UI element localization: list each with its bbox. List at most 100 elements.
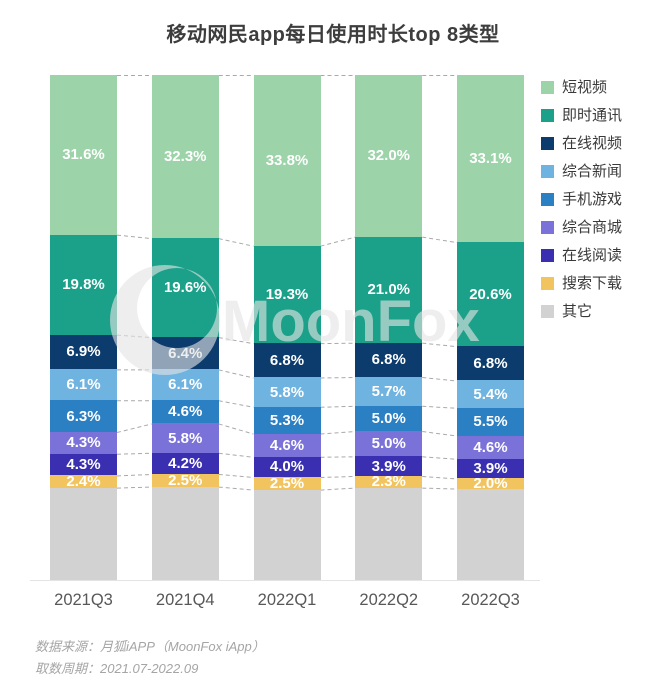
segment-value-label: 6.1% [66, 376, 101, 394]
legend-item-在线视频: 在线视频 [541, 136, 622, 151]
legend-label: 综合商城 [562, 219, 623, 236]
connector-line [320, 236, 356, 247]
segment-value-label: 5.8% [168, 429, 203, 447]
connector-line [116, 473, 152, 477]
segment-value-label: 4.6% [473, 438, 508, 456]
legend-swatch-icon [541, 305, 554, 318]
segment-value-label: 6.4% [168, 344, 203, 362]
connector-line [422, 456, 458, 460]
segment-value-label: 5.8% [269, 383, 305, 401]
connector-line [116, 452, 152, 455]
bar-2022Q1: 33.8% 19.3% 6.8% 5.8% 5.3% 4.6% 4.0% 2.5% [253, 75, 321, 580]
segment-value-label: 2.5% [168, 471, 203, 489]
segment-value-label: 19.6% [163, 279, 207, 297]
connector-line [116, 234, 152, 240]
connector-line [218, 423, 254, 435]
legend-swatch-icon [541, 193, 554, 206]
segment-value-label: 5.5% [473, 413, 508, 431]
legend-item-其它: 其它 [541, 304, 622, 319]
segment-在线阅读: 4.3% [50, 453, 117, 476]
segment-value-label: 4.2% [168, 454, 203, 472]
segment-在线阅读: 4.0% [253, 456, 321, 477]
segment-综合商城: 4.6% [253, 433, 321, 457]
segment-value-label: 32.3% [163, 148, 207, 166]
legend-swatch-icon [541, 221, 554, 234]
legend-item-在线阅读: 在线阅读 [541, 248, 622, 263]
segment-value-label: 6.8% [473, 354, 508, 372]
legend-label: 在线视频 [562, 135, 623, 152]
segment-手机游戏: 5.5% [457, 407, 524, 436]
segment-综合商城: 5.8% [151, 423, 219, 453]
connector-line [218, 337, 254, 345]
segment-搜索下载: 2.0% [457, 475, 524, 492]
segment-value-label: 4.0% [269, 458, 305, 476]
segment-在线阅读: 4.2% [151, 452, 219, 474]
connector-line [320, 405, 356, 408]
chart-legend: 短视频 即时通讯 在线视频 综合新闻 手机游戏 综合商城 在线阅读 搜索下载 其它 [541, 80, 622, 332]
segment-综合新闻: 6.1% [50, 369, 117, 401]
segment-综合商城: 4.3% [50, 432, 117, 454]
x-axis-label-2021Q4: 2021Q4 [155, 591, 215, 609]
segment-value-label: 6.3% [66, 407, 101, 425]
segment-即时通讯: 21.0% [355, 236, 423, 343]
segment-综合商城: 4.6% [457, 435, 524, 459]
connector-line [320, 475, 356, 478]
connector-line [422, 487, 458, 490]
segment-短视频: 33.1% [457, 75, 524, 243]
legend-swatch-icon [541, 81, 554, 94]
segment-value-label: 5.0% [371, 409, 406, 427]
legend-label: 短视频 [562, 79, 608, 96]
bar-2022Q2: 32.0% 21.0% 6.8% 5.7% 5.0% 5.0% 3.9% 2.3% [355, 75, 423, 580]
page-title: 移动网民app每日使用时长top 8类型 [166, 24, 500, 46]
segment-value-label: 6.8% [269, 351, 305, 369]
connector-line [320, 342, 356, 345]
segment-即时通讯: 19.3% [253, 245, 321, 344]
x-axis-baseline [30, 580, 540, 581]
connector-line [218, 452, 254, 458]
segment-搜索下载: 2.5% [253, 474, 321, 492]
legend-item-即时通讯: 即时通讯 [541, 108, 622, 123]
legend-swatch-icon [541, 109, 554, 122]
connector-line [320, 376, 356, 379]
segment-其它 [50, 487, 117, 580]
segment-value-label: 5.0% [371, 435, 406, 453]
connector-line [320, 431, 356, 435]
legend-label: 其它 [562, 303, 593, 320]
segment-value-label: 2.4% [66, 472, 101, 490]
segment-手机游戏: 6.3% [50, 400, 117, 433]
segment-value-label: 4.3% [66, 456, 101, 474]
legend-item-综合商城: 综合商城 [541, 220, 622, 235]
legend-swatch-icon [541, 165, 554, 178]
segment-短视频: 32.3% [151, 75, 219, 239]
segment-手机游戏: 4.6% [151, 400, 219, 424]
segment-value-label: 2.5% [269, 474, 305, 492]
segment-value-label: 4.6% [168, 403, 203, 421]
segment-综合商城: 5.0% [355, 431, 423, 457]
legend-item-手机游戏: 手机游戏 [541, 192, 622, 207]
segment-value-label: 32.0% [367, 147, 411, 165]
connector-line [422, 342, 458, 348]
segment-value-label: 19.3% [265, 285, 309, 303]
segment-value-label: 19.8% [62, 276, 105, 294]
segment-value-label: 33.8% [265, 151, 309, 169]
legend-swatch-icon [541, 277, 554, 290]
x-axis-label-2022Q3: 2022Q3 [461, 591, 520, 609]
connector-line [116, 423, 152, 434]
connector-line [218, 400, 254, 408]
segment-短视频: 31.6% [50, 75, 117, 235]
segment-connector-lines [116, 75, 458, 491]
connector-line [422, 431, 458, 437]
legend-label: 即时通讯 [562, 107, 623, 124]
segment-搜索下载: 2.5% [151, 471, 219, 489]
segment-value-label: 5.4% [473, 385, 508, 403]
segment-综合新闻: 5.8% [253, 377, 321, 407]
connector-line [422, 405, 458, 409]
segment-综合新闻: 5.4% [457, 380, 524, 408]
segment-在线视频: 6.8% [253, 343, 321, 378]
segment-value-label: 6.9% [66, 343, 101, 361]
segment-在线视频: 6.4% [151, 337, 219, 370]
connector-line [422, 236, 458, 244]
segment-即时通讯: 20.6% [457, 242, 524, 347]
legend-swatch-icon [541, 249, 554, 262]
segment-value-label: 6.1% [168, 376, 203, 394]
